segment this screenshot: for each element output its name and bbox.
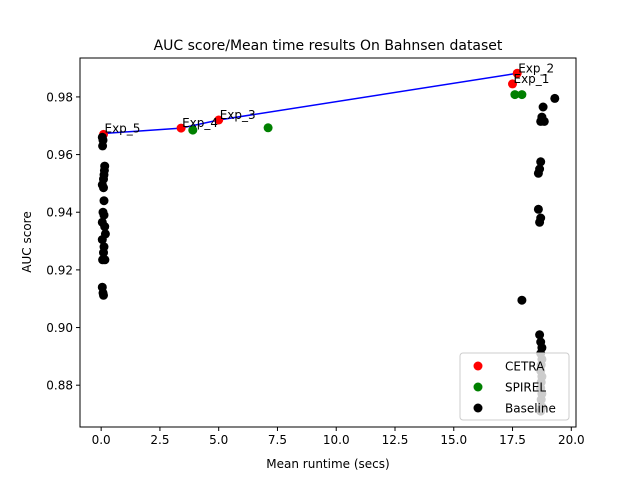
y-tick-label: 0.96	[46, 148, 73, 162]
pareto-line	[103, 72, 518, 135]
spirel-point	[263, 123, 273, 133]
spirel-point	[188, 125, 198, 135]
y-axis: 0.88 0.90 0.92 0.94 0.96 0.98	[46, 90, 80, 393]
x-axis: 0.0 2.5 5.0 7.5 10.0 12.5 15.0 17.5 20.0	[92, 427, 585, 447]
annotation-label: Exp_2	[518, 61, 554, 75]
baseline-point	[99, 196, 109, 206]
legend-label: Baseline	[505, 402, 556, 416]
legend-label: SPIREL	[505, 381, 546, 395]
legend: CETRA SPIREL Baseline	[459, 352, 570, 421]
legend-marker	[473, 382, 483, 392]
y-tick-label: 0.88	[46, 379, 73, 393]
cetra-point	[512, 68, 522, 78]
baseline-point	[535, 217, 545, 227]
chart-title: AUC score/Mean time results On Bahnsen d…	[154, 38, 503, 54]
baseline-point	[533, 204, 543, 214]
x-tick-label: 7.5	[268, 433, 287, 447]
baseline-point	[99, 290, 108, 300]
cetra-point	[214, 115, 224, 125]
x-axis-label: Mean runtime (secs)	[266, 457, 389, 471]
baseline-point	[533, 168, 543, 178]
x-tick-label: 10.0	[323, 433, 350, 447]
legend-box	[459, 352, 570, 421]
x-tick-label: 12.5	[382, 433, 409, 447]
annotation-label: Exp_5	[105, 122, 141, 136]
x-tick-label: 5.0	[209, 433, 228, 447]
axes-frame	[79, 57, 577, 428]
legend-label: CETRA	[505, 360, 545, 374]
x-tick-label: 15.0	[440, 433, 467, 447]
baseline-point	[535, 330, 545, 340]
baseline-point	[536, 157, 546, 167]
annotation-label: Exp_4	[182, 116, 218, 130]
cetra-point	[176, 123, 186, 133]
y-tick-label: 0.94	[46, 206, 73, 220]
baseline-point	[99, 183, 108, 193]
baseline-point	[550, 93, 560, 103]
legend-marker	[473, 361, 483, 371]
annotation-label: Exp_3	[220, 108, 256, 122]
spirel-point	[510, 90, 520, 100]
y-tick-label: 0.92	[46, 263, 73, 277]
baseline-point	[538, 102, 548, 112]
baseline-point	[99, 248, 108, 258]
baseline-point	[539, 116, 549, 126]
baseline-point	[99, 210, 109, 220]
y-tick-label: 0.90	[46, 321, 73, 335]
baseline-point	[517, 295, 527, 305]
legend-marker	[473, 403, 483, 413]
spirel-point	[517, 90, 527, 100]
baseline-point	[97, 235, 107, 245]
x-tick-label: 0.0	[92, 433, 111, 447]
x-tick-label: 20.0	[558, 433, 585, 447]
y-tick-label: 0.98	[46, 90, 73, 104]
x-tick-label: 2.5	[150, 433, 169, 447]
y-axis-label: AUC score	[20, 211, 34, 272]
x-tick-label: 17.5	[499, 433, 526, 447]
baseline-point	[100, 222, 110, 232]
baseline-point	[100, 255, 110, 265]
baseline-point	[98, 141, 108, 151]
annotation-label: Exp_1	[514, 72, 550, 86]
cetra-point	[508, 79, 517, 89]
